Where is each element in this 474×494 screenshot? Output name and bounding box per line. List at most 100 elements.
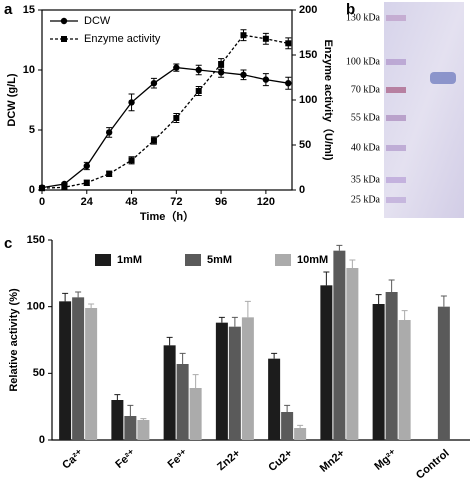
ladder-label: 55 kDa [351, 112, 381, 123]
x-tick-label: Ca²⁺ [60, 447, 86, 471]
marker [105, 129, 113, 136]
ladder-band [386, 177, 406, 183]
marker [150, 80, 158, 87]
y-tick-label: 50 [33, 367, 45, 379]
bar [176, 364, 189, 440]
gel-image [384, 2, 464, 218]
panel-label: b [346, 1, 355, 18]
bar [294, 428, 307, 440]
bar [137, 420, 150, 440]
bar [333, 250, 346, 440]
bar [163, 345, 176, 440]
x-tick-label: Control [414, 447, 452, 481]
error-bar [179, 352, 186, 364]
legend-label: Enzyme activity [84, 33, 161, 45]
x-tick-label: 24 [81, 196, 94, 208]
bar [268, 358, 281, 440]
ladder-label: 40 kDa [351, 142, 381, 153]
bar [124, 416, 137, 440]
x-tick-label: 0 [39, 196, 45, 208]
x-tick-label: Zn2+ [215, 447, 243, 473]
panel-label: a [4, 1, 13, 18]
bar [111, 400, 124, 440]
ladder-band [386, 15, 406, 21]
legend-marker [60, 17, 68, 25]
x-axis-label: Time（h） [140, 210, 194, 223]
ladder-label: 35 kDa [351, 174, 381, 185]
legend-marker [61, 36, 67, 42]
marker [240, 71, 247, 79]
error-bar [114, 394, 121, 400]
error-bar [375, 294, 382, 304]
error-bar [440, 295, 447, 307]
x-tick-label: Fe²⁺ [113, 447, 138, 471]
legend-label: 10mM [297, 254, 328, 266]
y-tick-label: 0 [29, 184, 35, 196]
error-bar [140, 418, 147, 420]
series-line [41, 66, 289, 189]
ladder-label: 70 kDa [351, 84, 381, 95]
y-tick-label: 100 [27, 301, 45, 313]
error-bar [244, 300, 251, 318]
marker [285, 40, 292, 47]
error-bar [88, 303, 95, 308]
marker [240, 32, 247, 39]
ladder-band [386, 145, 406, 151]
marker [83, 179, 90, 186]
marker [128, 157, 135, 164]
error-bar [349, 259, 356, 268]
marker [39, 185, 45, 192]
error-bar [231, 316, 238, 327]
marker [128, 99, 135, 106]
legend-swatch [95, 254, 111, 266]
y-tick-label: 0 [39, 434, 45, 446]
error-bar [271, 352, 278, 359]
marker [61, 184, 68, 191]
marker [106, 170, 113, 177]
legend-label: DCW [84, 15, 111, 27]
marker [195, 66, 202, 74]
y-tick-label: 150 [27, 234, 45, 246]
bar [189, 388, 202, 440]
error-bar [323, 271, 330, 286]
error-bar [127, 404, 134, 416]
y-tick-label: 5 [29, 124, 35, 136]
legend-label: 1mM [117, 254, 142, 266]
error-bar [192, 374, 199, 388]
x-tick-label: Mn2+ [318, 447, 347, 474]
bar [385, 292, 398, 440]
panel-label: c [4, 235, 12, 252]
y-tick-label: 10 [23, 64, 35, 76]
marker [262, 35, 269, 42]
ladder-band [386, 87, 406, 93]
bar [437, 306, 450, 440]
error-bar [336, 244, 343, 251]
legend-swatch [275, 254, 291, 266]
error-bar [75, 291, 82, 298]
bar [215, 322, 228, 440]
error-bar [166, 336, 173, 346]
legend-swatch [185, 254, 201, 266]
error-bar [62, 292, 69, 302]
bar [281, 412, 294, 440]
y2-tick-label: 100 [299, 94, 317, 106]
x-tick-label: 120 [257, 196, 275, 208]
error-bar [284, 404, 291, 412]
ladder-band [386, 197, 406, 203]
bar [372, 304, 385, 440]
marker [83, 162, 90, 170]
ladder-label: 100 kDa [346, 56, 381, 67]
y-axis-label: DCW (g/L) [6, 73, 18, 126]
y-tick-label: 15 [23, 4, 35, 16]
bar [72, 297, 85, 440]
ladder-label: 130 kDa [346, 12, 381, 23]
series-line [41, 34, 289, 189]
x-tick-label: 96 [215, 196, 227, 208]
error-bar [297, 424, 304, 428]
y2-tick-label: 200 [299, 4, 317, 16]
x-tick-label: 48 [125, 196, 137, 208]
marker [217, 69, 225, 76]
error-bar [218, 316, 225, 323]
bar [59, 301, 72, 440]
